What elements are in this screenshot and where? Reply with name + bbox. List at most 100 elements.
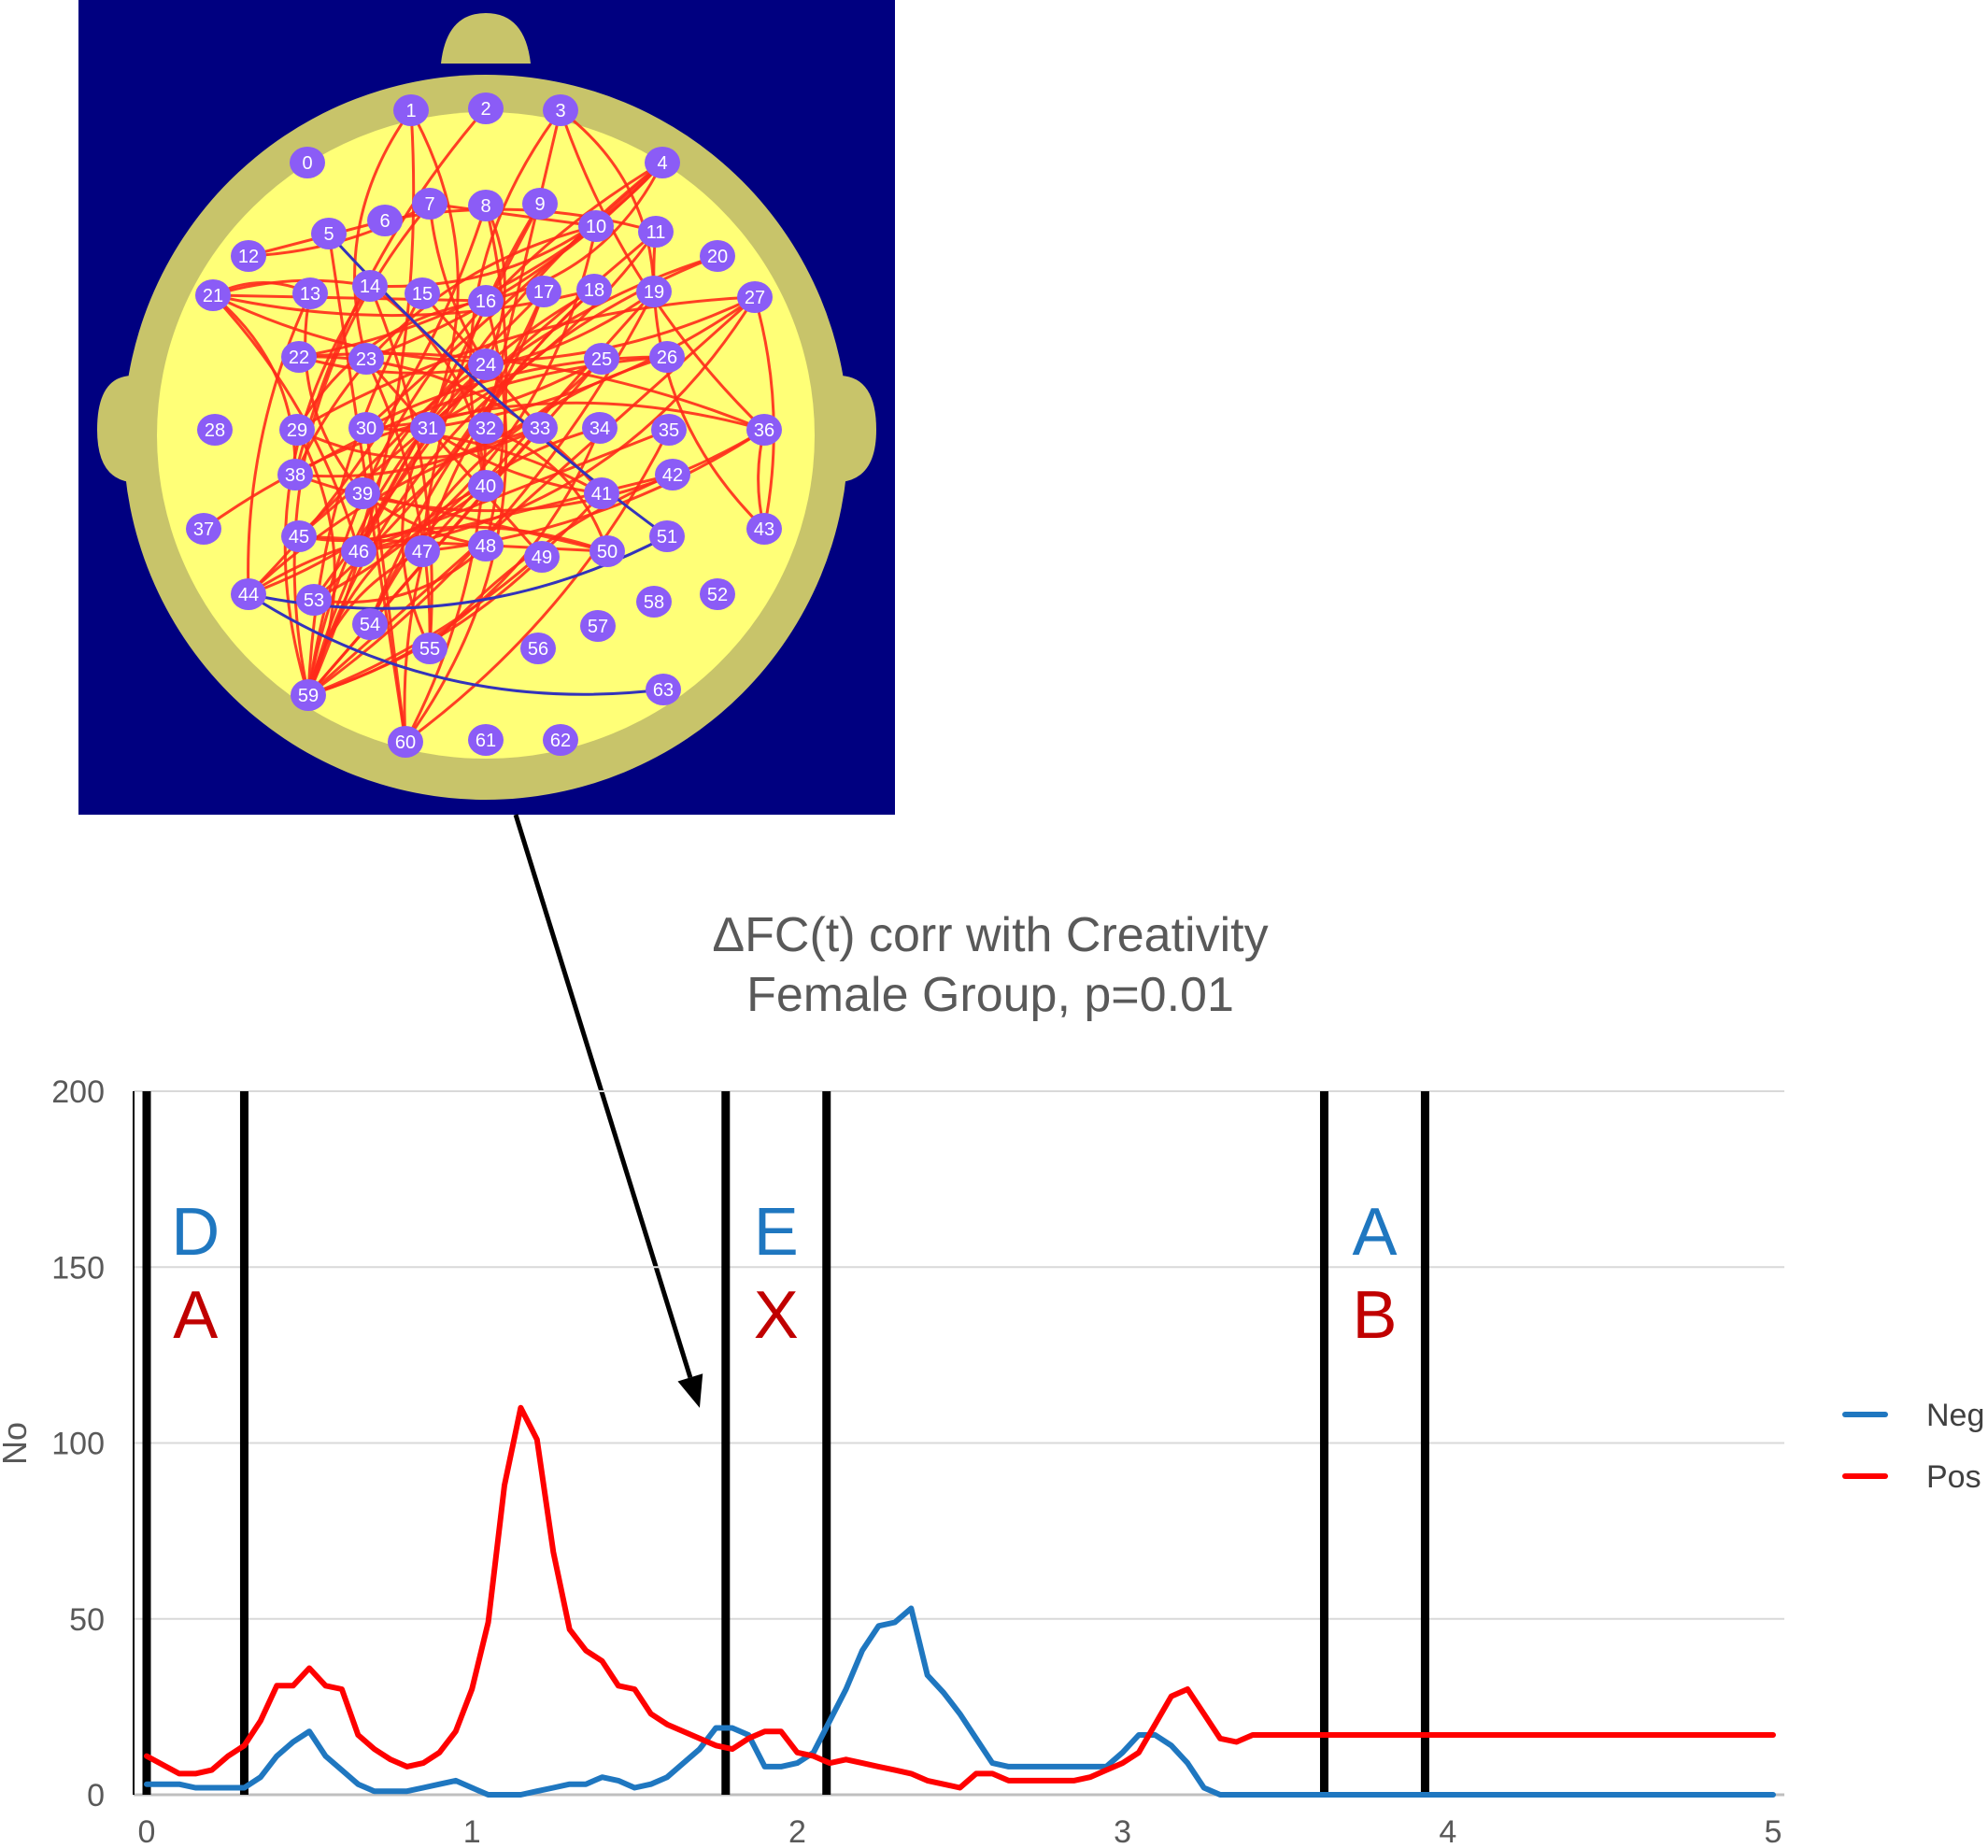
electrode-node xyxy=(281,341,317,373)
electrode-node xyxy=(646,674,681,705)
electrode-label: 14 xyxy=(360,277,380,297)
pointer-arrow xyxy=(513,814,703,1408)
electrode-node xyxy=(584,477,619,509)
electrode-node xyxy=(468,530,504,562)
electrode-node xyxy=(468,92,504,124)
electrode-label: 24 xyxy=(476,355,496,376)
arrow-head xyxy=(677,1373,703,1408)
positive-connection xyxy=(428,203,488,365)
negative-connection xyxy=(248,592,664,696)
electrode-node xyxy=(345,477,380,509)
electrode-label: 61 xyxy=(476,731,496,751)
legend: Neg Pos xyxy=(1842,1398,1984,1495)
electrode-label: 41 xyxy=(591,484,612,505)
electrode-node xyxy=(578,210,614,242)
electrode-node xyxy=(412,188,447,220)
x-tick-label: 4 xyxy=(1439,1814,1456,1848)
electrode-label: 27 xyxy=(745,288,765,308)
electrode-label: 44 xyxy=(238,585,259,605)
electrode-label: 25 xyxy=(591,349,612,370)
electrode-node xyxy=(393,94,429,126)
electrode-node xyxy=(746,513,782,545)
electrode-node xyxy=(737,281,773,313)
electrode-node xyxy=(231,240,266,272)
electrode-label: 43 xyxy=(754,519,774,540)
electrode-node xyxy=(388,726,423,758)
electrode-label: 45 xyxy=(289,527,309,547)
series-line-pos xyxy=(144,1404,1776,1791)
electrode-label: 26 xyxy=(657,348,677,368)
electrode-label: 30 xyxy=(356,419,376,439)
gridlines xyxy=(134,1090,1784,1797)
y-tick-label: 100 xyxy=(51,1427,105,1462)
electrode-node xyxy=(649,520,685,552)
electrode-label: 58 xyxy=(644,592,664,613)
electrode-node xyxy=(195,279,231,311)
electrode-label: 56 xyxy=(528,639,548,660)
electrode-label: 20 xyxy=(707,247,728,267)
electrode-node xyxy=(468,724,504,756)
positive-connection xyxy=(306,549,423,696)
x-tick-label: 5 xyxy=(1765,1814,1782,1848)
band-bottom-letter: A xyxy=(173,1278,218,1353)
electrode-node xyxy=(290,147,325,178)
electrode-node xyxy=(576,274,612,306)
electrode-label: 5 xyxy=(323,224,334,245)
electrode-label: 55 xyxy=(419,639,440,660)
electrode-node xyxy=(348,343,384,375)
electrode-node xyxy=(311,218,347,249)
electrode-node xyxy=(468,348,504,380)
electrode-label: 36 xyxy=(754,420,774,441)
electrode-label: 49 xyxy=(532,547,552,568)
positive-connection xyxy=(306,288,595,696)
positive-connection xyxy=(247,292,312,595)
electrode-node xyxy=(543,94,578,126)
positive-connection xyxy=(298,224,597,359)
electrode-node xyxy=(291,679,326,711)
electrode-node xyxy=(341,535,376,567)
electrode-label: 28 xyxy=(205,420,225,441)
positive-connection xyxy=(365,355,668,430)
electrode-label: 40 xyxy=(476,476,496,497)
electrode-node xyxy=(522,412,558,444)
electrode-label: 15 xyxy=(412,284,433,305)
positive-connection xyxy=(405,429,671,744)
x-tick-label: 3 xyxy=(1114,1814,1131,1848)
positive-connection xyxy=(203,401,765,531)
electrode-label: 7 xyxy=(424,194,434,215)
positive-connection xyxy=(298,534,608,553)
series-line-neg xyxy=(144,1605,1776,1798)
y-tick-labels: 0 50 100 150 200 xyxy=(51,1074,105,1813)
electrode-label: 13 xyxy=(300,284,320,305)
electrode-label: 22 xyxy=(289,348,309,368)
positive-connection xyxy=(368,285,433,649)
positive-connection xyxy=(296,295,756,432)
electrode-node xyxy=(636,586,672,618)
electrode-label: 38 xyxy=(285,465,305,486)
electrode-node xyxy=(410,412,446,444)
positive-connection xyxy=(248,525,608,596)
positive-connection xyxy=(485,426,609,552)
electrode-node xyxy=(645,147,680,178)
head-nose xyxy=(441,13,531,64)
electrode-node xyxy=(292,277,328,309)
electrode-label: 10 xyxy=(586,217,606,237)
electrode-node xyxy=(279,414,315,446)
positive-connection xyxy=(293,224,597,476)
electrode-label: 32 xyxy=(476,419,496,439)
electrode-label: 17 xyxy=(533,282,554,303)
electrode-label: 21 xyxy=(203,286,223,306)
electrode-label: 1 xyxy=(405,101,416,121)
electrode-node xyxy=(352,270,388,302)
positive-connection xyxy=(427,426,603,495)
electrode-label: 2 xyxy=(480,99,490,120)
y-tick-label: 150 xyxy=(51,1250,105,1286)
electrode-label: 53 xyxy=(304,590,324,611)
legend-pos-label: Pos xyxy=(1926,1459,1981,1495)
electrode-node xyxy=(197,414,233,446)
electrode-node xyxy=(584,343,619,375)
electrode-label: 4 xyxy=(657,153,667,174)
electrode-node xyxy=(186,513,221,545)
